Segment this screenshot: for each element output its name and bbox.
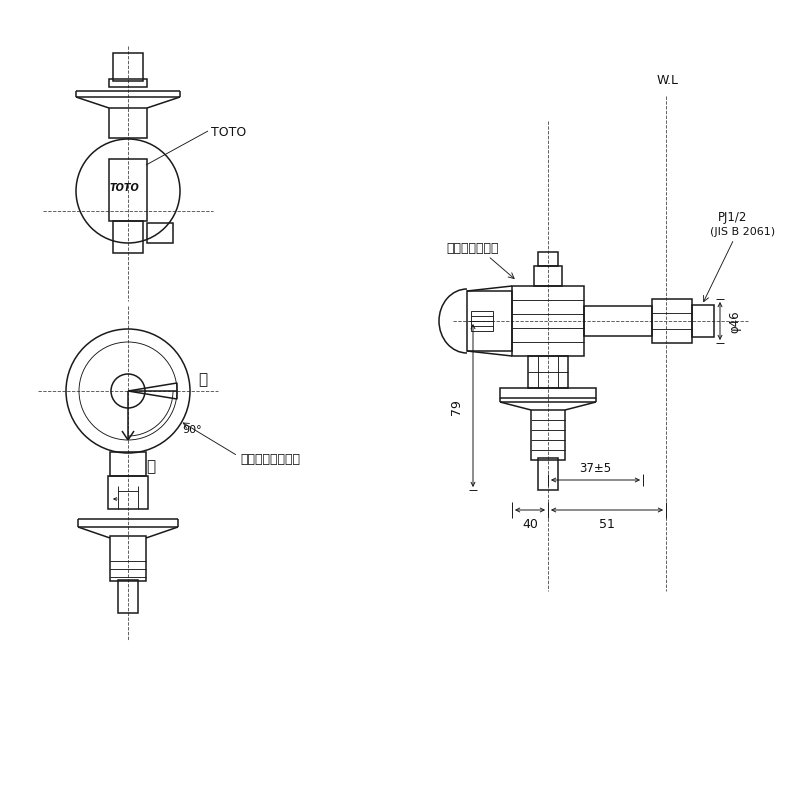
Bar [113,54,143,82]
Bar [109,160,147,221]
Text: TOTO: TOTO [211,126,246,139]
Text: ハンドル回転角度: ハンドル回転角度 [240,453,300,466]
Text: 37±5: 37±5 [579,462,611,475]
Text: 40: 40 [522,518,538,531]
Text: φ46: φ46 [728,311,741,333]
Bar [147,224,173,243]
Bar [538,458,558,491]
Text: ペールホワイト: ペールホワイト [446,242,498,255]
Bar [584,307,652,337]
Bar [467,292,512,351]
Bar [692,306,714,337]
Text: 79: 79 [450,398,463,414]
Text: W.L: W.L [657,74,679,87]
Bar [534,267,562,286]
Text: (JIS B 2061): (JIS B 2061) [710,227,775,237]
Bar [113,221,143,254]
Bar [528,357,568,388]
Bar [108,476,148,509]
Bar [500,388,596,398]
Bar [109,109,147,139]
Bar [110,453,146,476]
Text: 90°: 90° [182,424,202,435]
Bar [652,299,692,344]
Bar [118,581,138,613]
Text: 閉: 閉 [198,372,207,387]
Bar [471,311,493,332]
Text: TOTO: TOTO [109,182,139,193]
Text: 開: 開 [146,459,155,474]
Bar [110,536,146,581]
Text: 51: 51 [599,518,615,531]
Bar [531,410,565,461]
Text: PJ1/2: PJ1/2 [718,210,747,223]
Bar [538,253,558,267]
Bar [512,286,584,357]
Bar [109,80,147,88]
